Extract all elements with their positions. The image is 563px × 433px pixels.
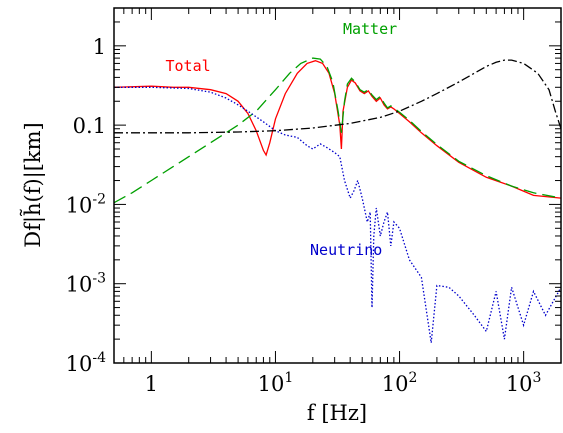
series-line-neutrino [114,86,561,343]
y-tick-label: 10-2 [66,191,106,217]
series-labels: Total Matter Neutrino [165,20,397,259]
x-tick-label: 102 [382,370,418,396]
series-label-neutrino: Neutrino [310,241,382,259]
tick-labels: 1 101 102 103 10-4 10-3 10-2 0.1 1 [66,35,542,396]
y-tick-label: 1 [93,35,106,59]
x-axis-title: f [Hz] [307,401,367,425]
y-axis-title: Df|h̃(f)|[km] [20,122,46,247]
series-line-matter [114,57,561,204]
y-tick-label: 10-3 [66,271,106,297]
plot-frame [113,7,562,364]
series-line-dash-dot-3 [114,59,561,134]
y-tick-label: 10-4 [66,350,106,376]
x-tick-label: 101 [258,370,294,396]
axis-ticks [113,7,562,364]
x-tick-label: 103 [506,370,542,396]
series-label-matter: Matter [343,20,397,38]
series-lines [114,57,561,343]
series-label-total: Total [165,57,210,75]
y-tick-label: 0.1 [73,114,106,138]
series-line-total [114,60,561,199]
x-tick-label: 1 [145,372,158,396]
